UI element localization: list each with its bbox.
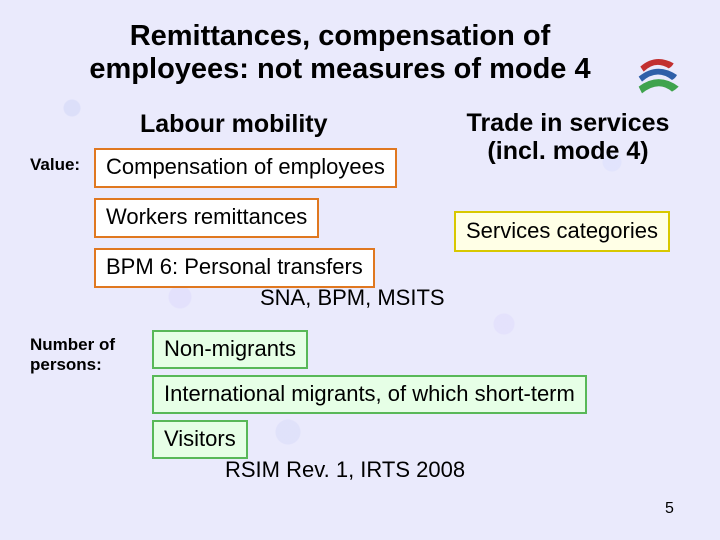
subhead-trade-line2: (incl. mode 4) bbox=[448, 138, 688, 166]
caption-sna-bpm-msits: SNA, BPM, MSITS bbox=[260, 285, 445, 311]
label-number-of-persons: Number of persons: bbox=[30, 335, 115, 374]
box-workers-remittances: Workers remittances bbox=[94, 198, 319, 238]
box-visitors: Visitors bbox=[152, 420, 248, 459]
wto-logo-icon bbox=[632, 50, 682, 100]
box-international-migrants: International migrants, of which short-t… bbox=[152, 375, 587, 414]
label-value: Value: bbox=[30, 155, 80, 175]
box-services-categories: Services categories bbox=[454, 211, 670, 252]
page-number: 5 bbox=[665, 500, 674, 518]
box-non-migrants: Non-migrants bbox=[152, 330, 308, 369]
caption-rsim-irts: RSIM Rev. 1, IRTS 2008 bbox=[225, 457, 465, 483]
label-number-line1: Number of bbox=[30, 335, 115, 355]
subhead-trade-in-services: Trade in services (incl. mode 4) bbox=[448, 110, 688, 165]
slide-title: Remittances, compensation of employees: … bbox=[60, 20, 620, 87]
subhead-trade-line1: Trade in services bbox=[448, 110, 688, 138]
box-bpm6-personal-transfers: BPM 6: Personal transfers bbox=[94, 248, 375, 288]
subhead-labour-mobility: Labour mobility bbox=[140, 110, 328, 139]
box-compensation-employees: Compensation of employees bbox=[94, 148, 397, 188]
slide: Remittances, compensation of employees: … bbox=[0, 0, 720, 540]
label-number-line2: persons: bbox=[30, 355, 115, 375]
